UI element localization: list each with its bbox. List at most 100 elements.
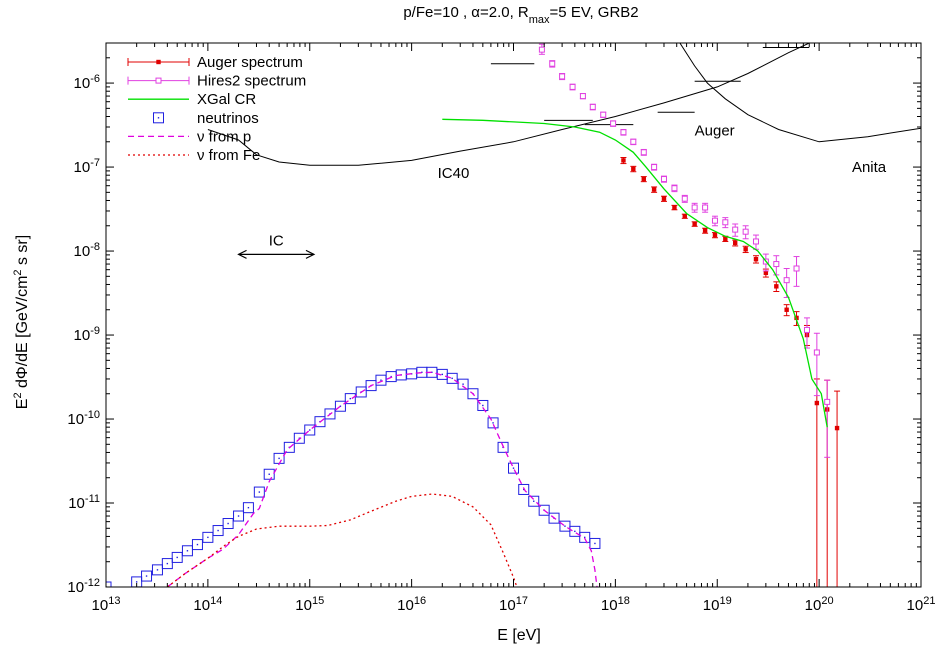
neutrino-point [202, 531, 214, 543]
x-tick-label: 1020 [805, 595, 834, 614]
legend-entry: Auger spectrum [127, 54, 303, 71]
neutrino-point-center [186, 550, 189, 552]
ylabel-sup2: 2 [12, 269, 24, 275]
ylabel-mid: dΦ/dE [GeV/cm [14, 276, 31, 393]
hires-point [691, 204, 698, 211]
neutrino-point [538, 504, 550, 516]
auger-point [834, 425, 840, 431]
neutrino-point-center [156, 569, 159, 571]
neutrino-point [314, 416, 326, 428]
hires-point [538, 46, 545, 53]
neutrino-point [334, 400, 346, 412]
hires-point [722, 219, 729, 226]
neutrino-point [283, 441, 295, 453]
hires-point [702, 204, 709, 211]
neutrino-point [528, 495, 540, 507]
y-tick-label: 10-7 [74, 157, 100, 176]
legend-label: XGal CR [197, 91, 256, 108]
neutrino-point [171, 551, 183, 563]
neutrino-point [324, 408, 336, 420]
chart-title: p/Fe=10 , α=2.0, Rmax=5 EV, GRB2 [403, 4, 638, 26]
neutrino-point-center [441, 373, 443, 376]
neutrino-point-center [268, 473, 270, 475]
legend-swatch-marker [156, 59, 161, 65]
y-axis-label: E2 dΦ/dE [GeV/cm2 s sr] [12, 235, 31, 409]
neutrino-point [122, 595, 132, 605]
y-tick-label: 10-12 [67, 577, 100, 596]
neutrino-point-center [176, 556, 178, 559]
ylabel-sup: 2 [12, 392, 24, 398]
x-tick-label: 1019 [703, 595, 732, 614]
hires-point [824, 398, 831, 405]
neutrino-point [242, 502, 254, 514]
neutrino-point-center [564, 525, 566, 527]
hires-point [651, 164, 658, 171]
x-tick-label: 1018 [601, 595, 630, 614]
legend-label: ν from Fe [197, 147, 260, 164]
ic-label: IC [269, 232, 284, 249]
auger-point [784, 307, 789, 312]
series-2-line [442, 118, 828, 428]
neutrino-point-center [247, 506, 250, 509]
neutrino-point-center [217, 529, 219, 532]
neutrino-point-center [349, 397, 351, 400]
auger-point [712, 232, 718, 238]
hires-point [783, 277, 790, 284]
neutrino-point [508, 462, 519, 474]
legend-entry: ν from Fe [128, 147, 260, 164]
neutrino-point [487, 417, 499, 429]
x-tick-label: 1021 [907, 595, 936, 614]
reference-curve-anita [679, 43, 921, 143]
neutrino-point-center [523, 488, 525, 491]
neutrino-point-center [512, 467, 515, 469]
x-axis-label: E [eV] [497, 627, 541, 644]
neutrino-point [222, 518, 234, 530]
hires-point [671, 185, 678, 192]
neutrino-point [263, 468, 275, 480]
series-5-line [166, 493, 518, 587]
hires-point [813, 349, 820, 356]
neutrino-point-center [482, 404, 484, 407]
auger-point [692, 221, 697, 227]
hires-point [732, 226, 739, 233]
reference-label-ic40: IC40 [438, 165, 470, 182]
neutrino-point-center [298, 437, 301, 439]
neutrino-point-center [196, 543, 199, 546]
hires-point [660, 176, 667, 183]
auger-point [682, 213, 687, 219]
hires-point [579, 93, 586, 100]
neutrino-point [233, 510, 245, 522]
ylabel-post: s sr] [14, 235, 31, 270]
neutrino-point-center [237, 515, 240, 517]
neutrino-point-center [227, 522, 229, 525]
x-tick-label: 1015 [295, 595, 324, 614]
hires-point [773, 261, 780, 268]
legend-swatch-marker [155, 77, 162, 84]
neutrino-point-center [421, 371, 423, 374]
neutrino-point-center [126, 599, 127, 600]
series-4-line [166, 371, 598, 587]
neutrino-point [477, 399, 489, 411]
neutrino-point [548, 512, 560, 524]
neutrino-point [191, 539, 203, 551]
neutrino-point [446, 372, 458, 384]
auger-point [723, 236, 728, 241]
hires-point [752, 238, 759, 245]
neutrino-point-center [380, 379, 382, 381]
hires-point [559, 73, 566, 80]
y-tick-label: 10-9 [74, 325, 100, 344]
axes: 1013 1014 1015 1016 1017 1018 1019 1020 1021 10-1… [67, 42, 936, 614]
ylabel-pre: E [14, 399, 31, 410]
neutrino-point-center [574, 530, 576, 533]
legend-swatch-marker [153, 112, 164, 124]
x-tick-label: 1014 [193, 595, 222, 614]
auger-point [631, 166, 636, 172]
hires-point [640, 149, 647, 156]
hires-point [681, 195, 688, 202]
neutrino-point-center [135, 581, 138, 583]
neutrino-point-center [462, 383, 464, 385]
hires-point [620, 129, 627, 136]
x-tick-label: 1017 [499, 595, 528, 614]
neutrino-point-center [492, 422, 494, 424]
